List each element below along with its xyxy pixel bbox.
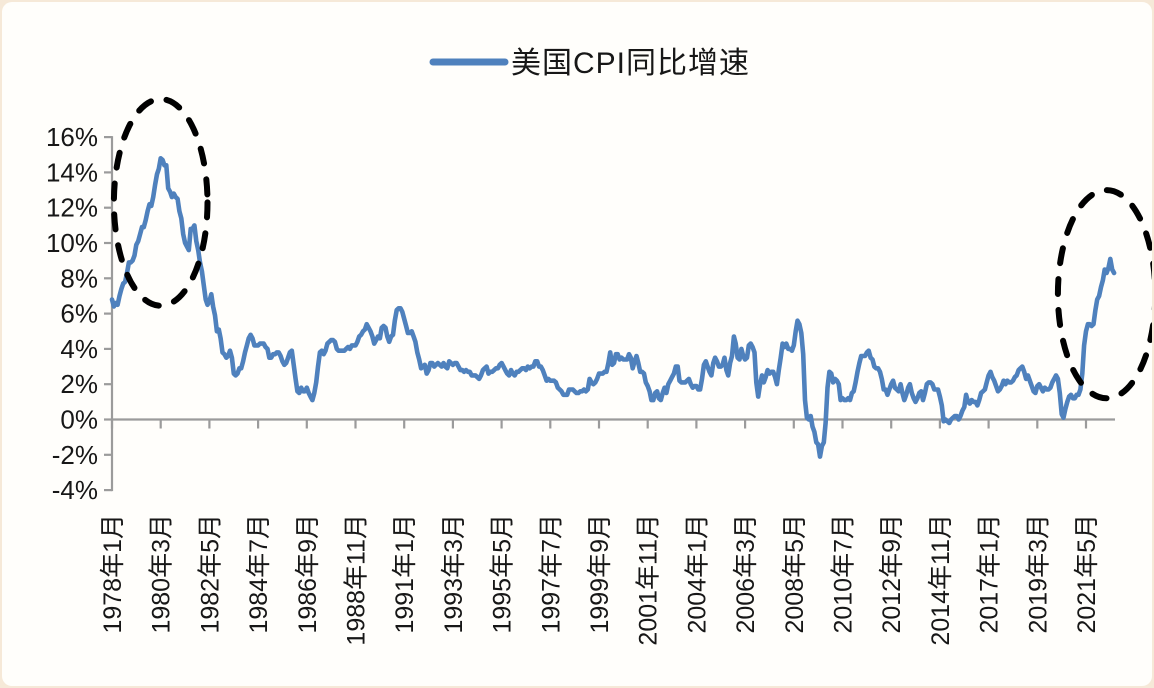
y-tick-label: 0% xyxy=(60,405,98,435)
x-tick-label: 1993年3月 xyxy=(440,514,468,634)
x-tick-label: 1997年7月 xyxy=(537,514,565,634)
y-tick-label: 16% xyxy=(46,122,98,152)
x-tick-label: 1982年5月 xyxy=(196,514,224,634)
x-tick-label: 1995年5月 xyxy=(489,514,517,634)
legend-label: 美国CPI同比增速 xyxy=(511,47,750,80)
x-tick-label: 1999年9月 xyxy=(586,514,614,634)
x-tick-label: 2001年11月 xyxy=(635,514,663,646)
x-tick-label: 1988年11月 xyxy=(343,514,371,646)
x-tick-label: 2010年7月 xyxy=(830,514,858,634)
plot-area: 16% 14% 12% 10% 8% 6% 4% 2% 0% -2% -4%1978年1月 1980年… xyxy=(46,96,1152,646)
y-tick-label: 10% xyxy=(46,228,98,258)
y-tick-label: 6% xyxy=(60,299,98,329)
x-tick-label: 2014年11月 xyxy=(927,514,955,646)
x-tick-label: 1978年1月 xyxy=(99,514,127,634)
x-tick-label: 2017年1月 xyxy=(976,514,1004,634)
y-tick-label: 4% xyxy=(60,334,98,364)
x-tick-label: 2012年9月 xyxy=(878,514,906,634)
y-tick-label: 12% xyxy=(46,193,98,223)
x-tick-label: 2019年3月 xyxy=(1024,514,1052,634)
y-tick-label: 14% xyxy=(46,157,98,187)
x-tick-label: 1984年7月 xyxy=(245,514,273,634)
x-tick-label: 2004年1月 xyxy=(683,514,711,634)
y-tick-label: 8% xyxy=(60,263,98,293)
x-tick-label: 2008年5月 xyxy=(781,514,809,634)
x-tick-label: 2006年3月 xyxy=(732,514,760,634)
x-tick-label: 1980年3月 xyxy=(148,514,176,634)
y-tick-label: -4% xyxy=(52,475,98,505)
cpi-yoy-line-series xyxy=(109,156,1117,459)
x-tick-label: 2021年5月 xyxy=(1073,514,1101,634)
y-tick-label: 2% xyxy=(60,369,98,399)
y-tick-label: -2% xyxy=(52,440,98,470)
x-tick-label: 1986年9月 xyxy=(294,514,322,634)
annotation-ellipse-1980-peak xyxy=(110,96,211,309)
legend: 美国CPI同比增速 xyxy=(429,47,750,80)
annotation-ellipse-2022-peak xyxy=(1054,187,1152,402)
x-tick-label: 1991年1月 xyxy=(391,514,419,634)
